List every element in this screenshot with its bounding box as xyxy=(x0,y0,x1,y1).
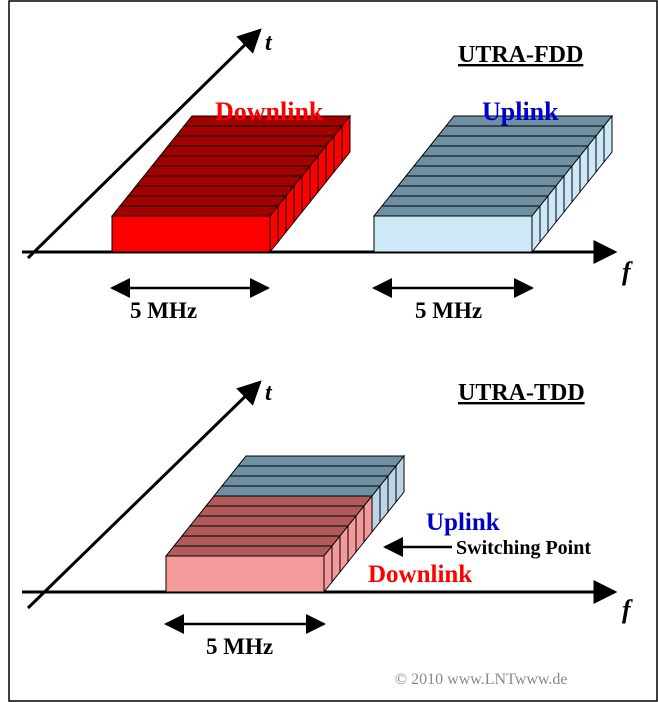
slice-top xyxy=(228,465,398,477)
slice-top xyxy=(412,155,582,167)
slice-top xyxy=(134,175,304,187)
tdd-title: UTRA-TDD xyxy=(458,380,585,406)
slice-top xyxy=(220,475,390,487)
slice-top xyxy=(126,185,296,197)
slice-top xyxy=(180,525,350,537)
fdd-uplink-bandwidth-label: 5 MHz xyxy=(415,298,482,323)
slice-top xyxy=(436,125,606,137)
slice-top xyxy=(158,145,328,157)
tdd-bandwidth-label: 5 MHz xyxy=(206,634,273,659)
fdd-downlink-bandwidth-label: 5 MHz xyxy=(130,298,197,323)
tdd-panel: t f UTRA-TDD Uplink Switching Point Down… xyxy=(22,380,633,659)
slice-top xyxy=(396,175,566,187)
fdd-uplink-label: Uplink xyxy=(482,97,559,126)
fdd-f-axis-label: f xyxy=(622,257,633,286)
slice-top xyxy=(166,135,336,147)
slice-top xyxy=(196,505,366,517)
slice-front xyxy=(165,555,325,593)
slice-front xyxy=(111,215,271,253)
tdd-t-axis-label: t xyxy=(265,380,273,406)
slice-top xyxy=(150,155,320,167)
slice-top xyxy=(172,535,342,547)
slice-top xyxy=(188,515,358,527)
fdd-t-axis xyxy=(26,28,262,260)
slice-top xyxy=(380,195,550,207)
slice-top xyxy=(164,545,334,557)
slice-top xyxy=(142,165,312,177)
slice-top xyxy=(372,205,542,217)
tdd-f-axis-label: f xyxy=(622,595,633,624)
tdd-uplink-label: Uplink xyxy=(426,509,500,536)
frame-border xyxy=(8,0,658,702)
slice-top xyxy=(236,455,406,467)
tdd-downlink-block xyxy=(164,494,374,594)
slice-top xyxy=(118,195,288,207)
fdd-t-axis-label: t xyxy=(265,30,273,56)
fdd-downlink-label: Downlink xyxy=(215,97,324,126)
fdd-title: UTRA-FDD xyxy=(458,42,583,68)
tdd-t-axis xyxy=(26,380,262,610)
slice-top xyxy=(428,135,598,147)
switching-point-label: Switching Point xyxy=(456,537,591,559)
fdd-panel: t f UTRA-FDD Downlink Uplink 5 MHz 5 MHz xyxy=(22,28,633,323)
copyright-notice: © 2010 www.LNTwww.de xyxy=(395,671,568,688)
slice-top xyxy=(388,185,558,197)
slice-top xyxy=(212,485,382,497)
slice-front xyxy=(373,215,533,253)
slice-top xyxy=(404,165,574,177)
fdd-uplink-block xyxy=(372,114,614,254)
slice-top xyxy=(204,495,374,507)
slice-top xyxy=(420,145,590,157)
tdd-downlink-label: Downlink xyxy=(368,561,472,588)
slice-top xyxy=(174,125,344,137)
fdd-downlink-block xyxy=(110,114,352,254)
slice-top xyxy=(110,205,280,217)
